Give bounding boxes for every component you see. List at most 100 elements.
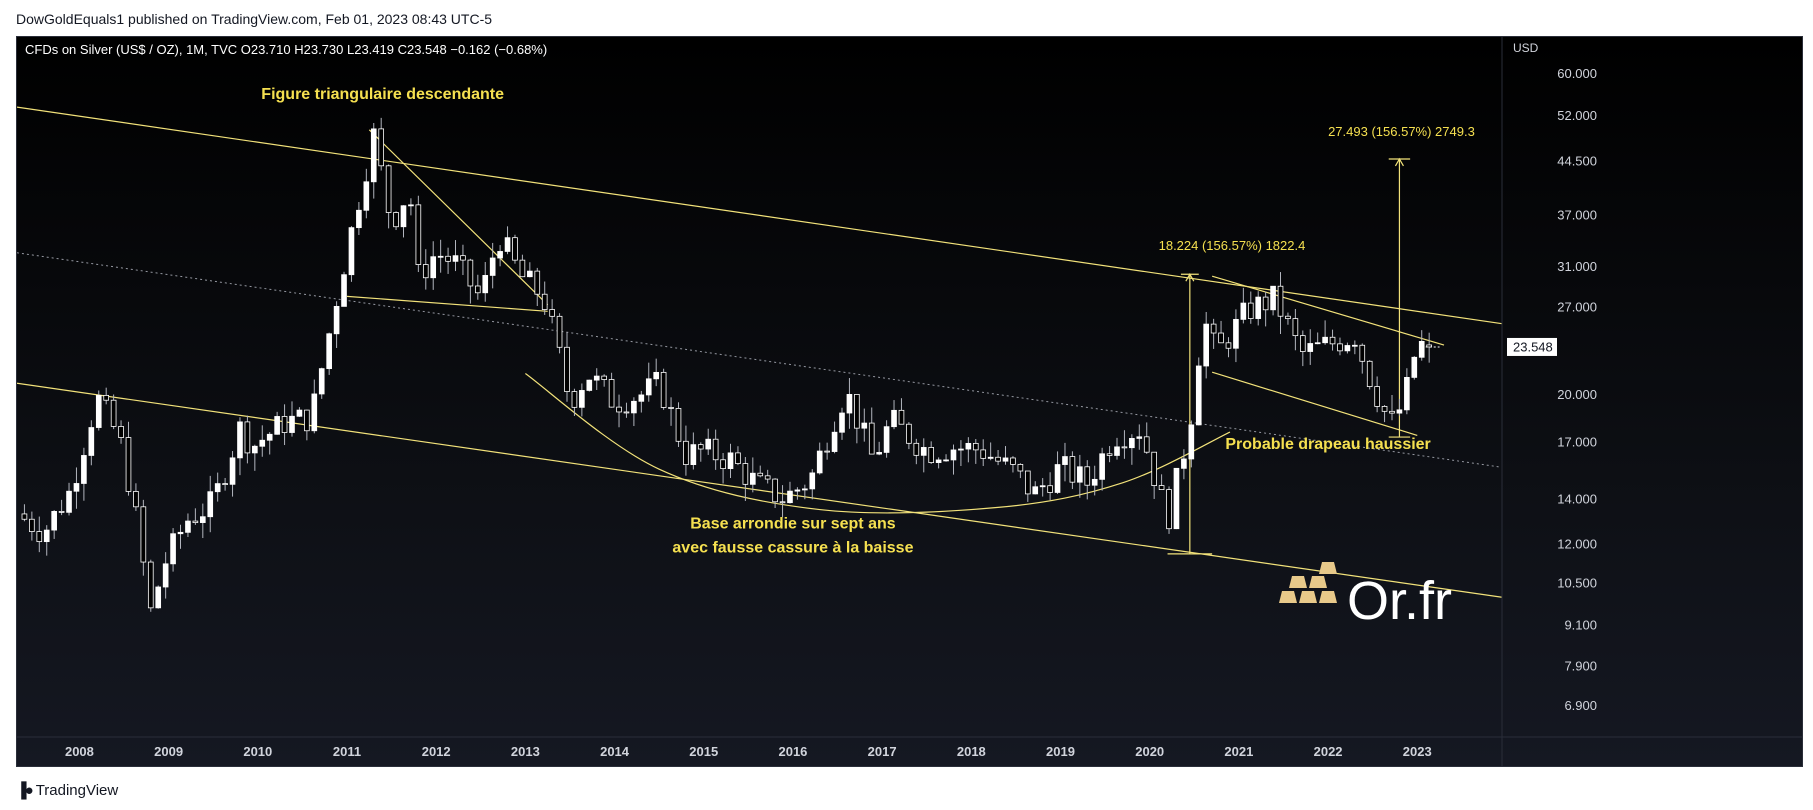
candle[interactable] [266,432,273,455]
candle[interactable] [571,388,578,416]
candle[interactable] [162,552,169,599]
candle[interactable] [1136,424,1143,450]
candle[interactable] [348,226,355,282]
candle[interactable] [199,503,206,539]
candle[interactable] [378,117,385,171]
channel-mid-line[interactable] [17,252,1503,468]
candle[interactable] [177,524,184,549]
candle[interactable] [645,362,652,402]
candle[interactable] [341,271,347,307]
candle[interactable] [593,368,600,390]
candle[interactable] [861,408,868,442]
candle[interactable] [289,401,295,437]
candle[interactable] [1359,343,1366,374]
candle[interactable] [839,407,845,440]
candle[interactable] [527,262,533,278]
candle[interactable] [1418,330,1425,361]
candle[interactable] [1039,478,1046,497]
candle[interactable] [185,513,191,538]
candle[interactable] [430,241,437,290]
candle[interactable] [705,428,712,455]
candle[interactable] [460,244,466,276]
flag-lower-line[interactable] [1211,371,1418,436]
candle[interactable] [1314,332,1321,345]
channel-upper-line[interactable] [17,106,1503,325]
candle[interactable] [170,528,176,572]
candle[interactable] [1240,287,1247,324]
candle[interactable] [1010,456,1016,473]
candle[interactable] [482,262,489,302]
candle[interactable] [155,585,162,609]
candle[interactable] [1352,340,1358,355]
candle[interactable] [668,397,674,426]
candle[interactable] [1129,434,1135,465]
candle[interactable] [452,240,459,272]
candle[interactable] [29,511,35,541]
candle[interactable] [1114,437,1120,460]
candle[interactable] [660,368,667,410]
candle[interactable] [727,443,734,479]
candle[interactable] [497,245,503,267]
candle[interactable] [43,525,50,556]
candle[interactable] [281,404,288,446]
candle[interactable] [304,409,310,441]
candle[interactable] [73,467,80,509]
candle[interactable] [21,504,28,522]
chart-frame[interactable]: Figure triangulaire descendante Base arro… [16,36,1803,767]
channel-lower-line[interactable] [17,382,1503,598]
candle[interactable] [653,358,660,387]
candle[interactable] [1077,454,1083,498]
candle[interactable] [422,249,429,290]
rounded-base-curve[interactable] [525,373,1231,514]
candle[interactable] [1099,447,1105,491]
candle[interactable] [764,469,771,484]
candle[interactable] [333,301,340,348]
candle[interactable] [1173,467,1180,530]
candle[interactable] [920,438,927,473]
candle[interactable] [519,254,526,278]
candle[interactable] [445,247,451,274]
candle[interactable] [400,205,407,238]
candle[interactable] [1285,312,1291,325]
candle[interactable] [1292,308,1299,351]
candle[interactable] [125,421,132,496]
candle[interactable] [1218,320,1224,344]
triangle-upper-line[interactable] [368,129,549,306]
silver-price-chart[interactable]: Figure triangulaire descendante Base arro… [17,37,1802,766]
candle[interactable] [1158,474,1165,491]
candle[interactable] [683,425,689,476]
candle[interactable] [541,281,548,315]
candle[interactable] [244,415,251,464]
candle[interactable] [1262,291,1269,327]
candle[interactable] [1411,356,1418,380]
candle[interactable] [712,429,719,470]
candle[interactable] [222,477,228,491]
candle[interactable] [958,440,964,467]
candle[interactable] [586,379,593,392]
candle[interactable] [1381,405,1388,423]
candle[interactable] [846,378,853,429]
candle[interactable] [772,478,778,509]
candle[interactable] [1002,446,1009,465]
candle[interactable] [147,559,154,612]
candle[interactable] [214,472,221,502]
candle[interactable] [794,487,801,500]
candle[interactable] [675,402,682,447]
candle[interactable] [735,446,741,466]
candle[interactable] [296,407,303,417]
candle[interactable] [1166,486,1172,534]
candle[interactable] [1247,291,1254,324]
candle[interactable] [965,437,972,463]
candle[interactable] [88,420,95,466]
candle[interactable] [868,407,875,455]
candle[interactable] [1210,318,1217,349]
candle[interactable] [66,482,72,516]
candle[interactable] [489,242,496,289]
candle[interactable] [512,234,518,264]
candle[interactable] [987,442,994,461]
candle[interactable] [1322,320,1328,345]
candle[interactable] [638,390,645,413]
candle[interactable] [356,202,362,236]
candle[interactable] [616,394,622,428]
candle[interactable] [1233,309,1239,363]
